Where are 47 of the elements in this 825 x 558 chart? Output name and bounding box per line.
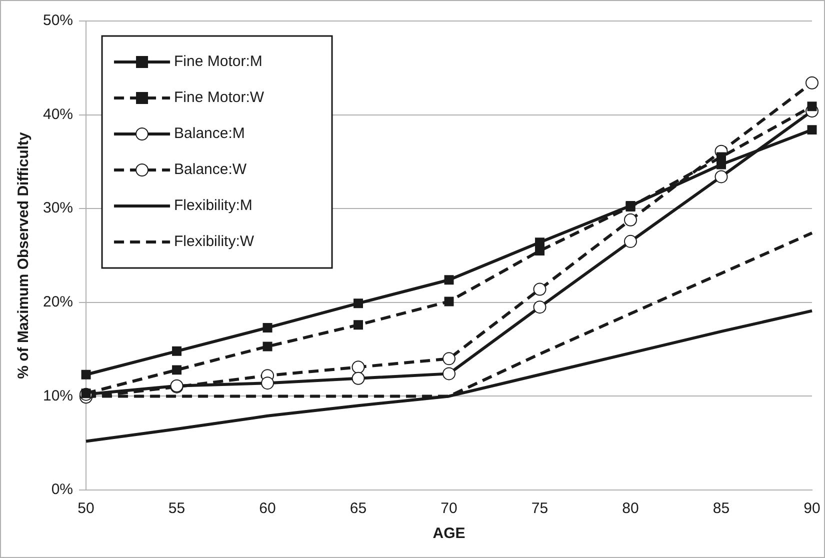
point: [807, 102, 817, 112]
point: [533, 300, 546, 314]
x-tick-label: 75: [531, 500, 548, 518]
x-tick-label: 50: [78, 500, 94, 518]
point: [442, 367, 456, 380]
y-tick-label: 20%: [42, 294, 74, 311]
point: [624, 234, 638, 248]
point: [807, 125, 817, 135]
x-tick-label: 55: [168, 500, 186, 518]
x-tick-label: 80: [622, 500, 639, 518]
point: [81, 370, 91, 380]
x-tick-label: 85: [712, 500, 730, 518]
point: [624, 213, 638, 226]
point: [172, 346, 182, 356]
point: [533, 282, 546, 296]
y-tick-label: 40%: [42, 106, 74, 123]
point: [262, 322, 272, 332]
point: [262, 342, 272, 352]
y-tick-label: 30%: [42, 200, 74, 217]
legend-label: Balance:W: [174, 161, 248, 178]
legend-label: Flexibility:W: [174, 233, 255, 250]
x-tick-label: 70: [440, 500, 458, 518]
legend-label: Fine Motor:W: [174, 89, 265, 106]
y-axis-title: % of Maximum Observed Difficulty: [15, 131, 32, 379]
y-tick-label: 0%: [51, 481, 74, 498]
x-tick-label: 65: [350, 500, 367, 518]
y-tick-label: 50%: [42, 12, 74, 30]
legend-label: Flexibility:M: [174, 197, 252, 214]
point: [352, 360, 365, 374]
point: [806, 76, 818, 90]
y-tick-label: 10%: [42, 387, 74, 404]
point: [172, 365, 182, 375]
x-axis-title: AGE: [432, 525, 466, 542]
point: [354, 298, 364, 308]
point: [535, 238, 544, 248]
legend-label: Balance:M: [174, 125, 245, 142]
point: [444, 296, 454, 306]
point: [354, 320, 364, 330]
legend-label: Fine Motor:M: [174, 53, 262, 70]
x-tick-label: 90: [804, 500, 820, 518]
point: [442, 352, 456, 366]
point: [714, 170, 728, 184]
x-tick-label: 60: [259, 500, 276, 518]
point: [352, 372, 365, 385]
point: [535, 246, 544, 256]
point: [444, 275, 454, 285]
point: [261, 376, 274, 390]
